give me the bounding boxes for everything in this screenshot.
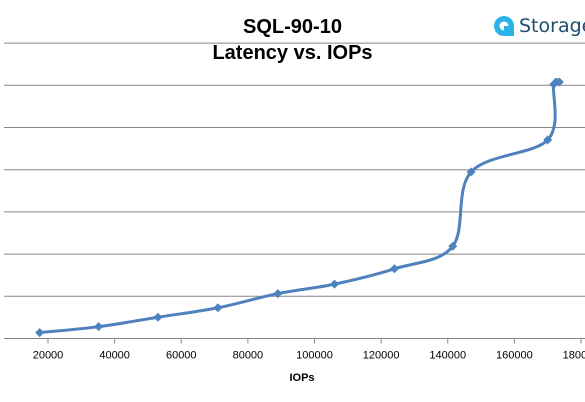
data-point-marker bbox=[389, 264, 399, 274]
x-axis-label: IOPs bbox=[289, 372, 314, 384]
data-point-marker bbox=[94, 322, 104, 332]
data-point-marker bbox=[273, 289, 283, 299]
data-point-marker bbox=[448, 241, 458, 251]
x-tick-label: 60000 bbox=[166, 350, 197, 362]
x-tick-label: 80000 bbox=[233, 350, 264, 362]
series-markers bbox=[35, 77, 564, 338]
data-point-marker bbox=[329, 279, 339, 289]
data-point-marker bbox=[213, 303, 223, 313]
data-point-marker bbox=[466, 167, 476, 177]
chart-title: SQL-90-10 bbox=[243, 16, 342, 38]
x-tick-label: 180000 bbox=[563, 350, 585, 362]
data-point-marker bbox=[543, 135, 553, 145]
x-tick-label: 160000 bbox=[496, 350, 533, 362]
storagereview-logo: Storage bbox=[493, 12, 585, 40]
x-tick-label: 140000 bbox=[429, 350, 466, 362]
gridlines bbox=[4, 42, 585, 297]
data-point-marker bbox=[554, 77, 564, 87]
chart-subtitle: Latency vs. IOPs bbox=[212, 42, 373, 64]
x-tick-label: 40000 bbox=[99, 350, 130, 362]
data-point-marker bbox=[153, 312, 163, 322]
storagereview-logo-icon bbox=[494, 16, 514, 36]
series-line bbox=[38, 77, 561, 335]
x-tick-label: 120000 bbox=[363, 350, 400, 362]
chart-title-block: SQL-90-10 Latency vs. IOPs bbox=[0, 14, 585, 66]
data-point-marker bbox=[35, 328, 45, 338]
x-tick-label: 20000 bbox=[33, 350, 64, 362]
logo-text: Storage bbox=[519, 15, 585, 37]
x-axis-ticks: 20000 40000 60000 80000 100000 120000 140000 16… bbox=[33, 338, 585, 362]
x-tick-label: 100000 bbox=[296, 350, 333, 362]
